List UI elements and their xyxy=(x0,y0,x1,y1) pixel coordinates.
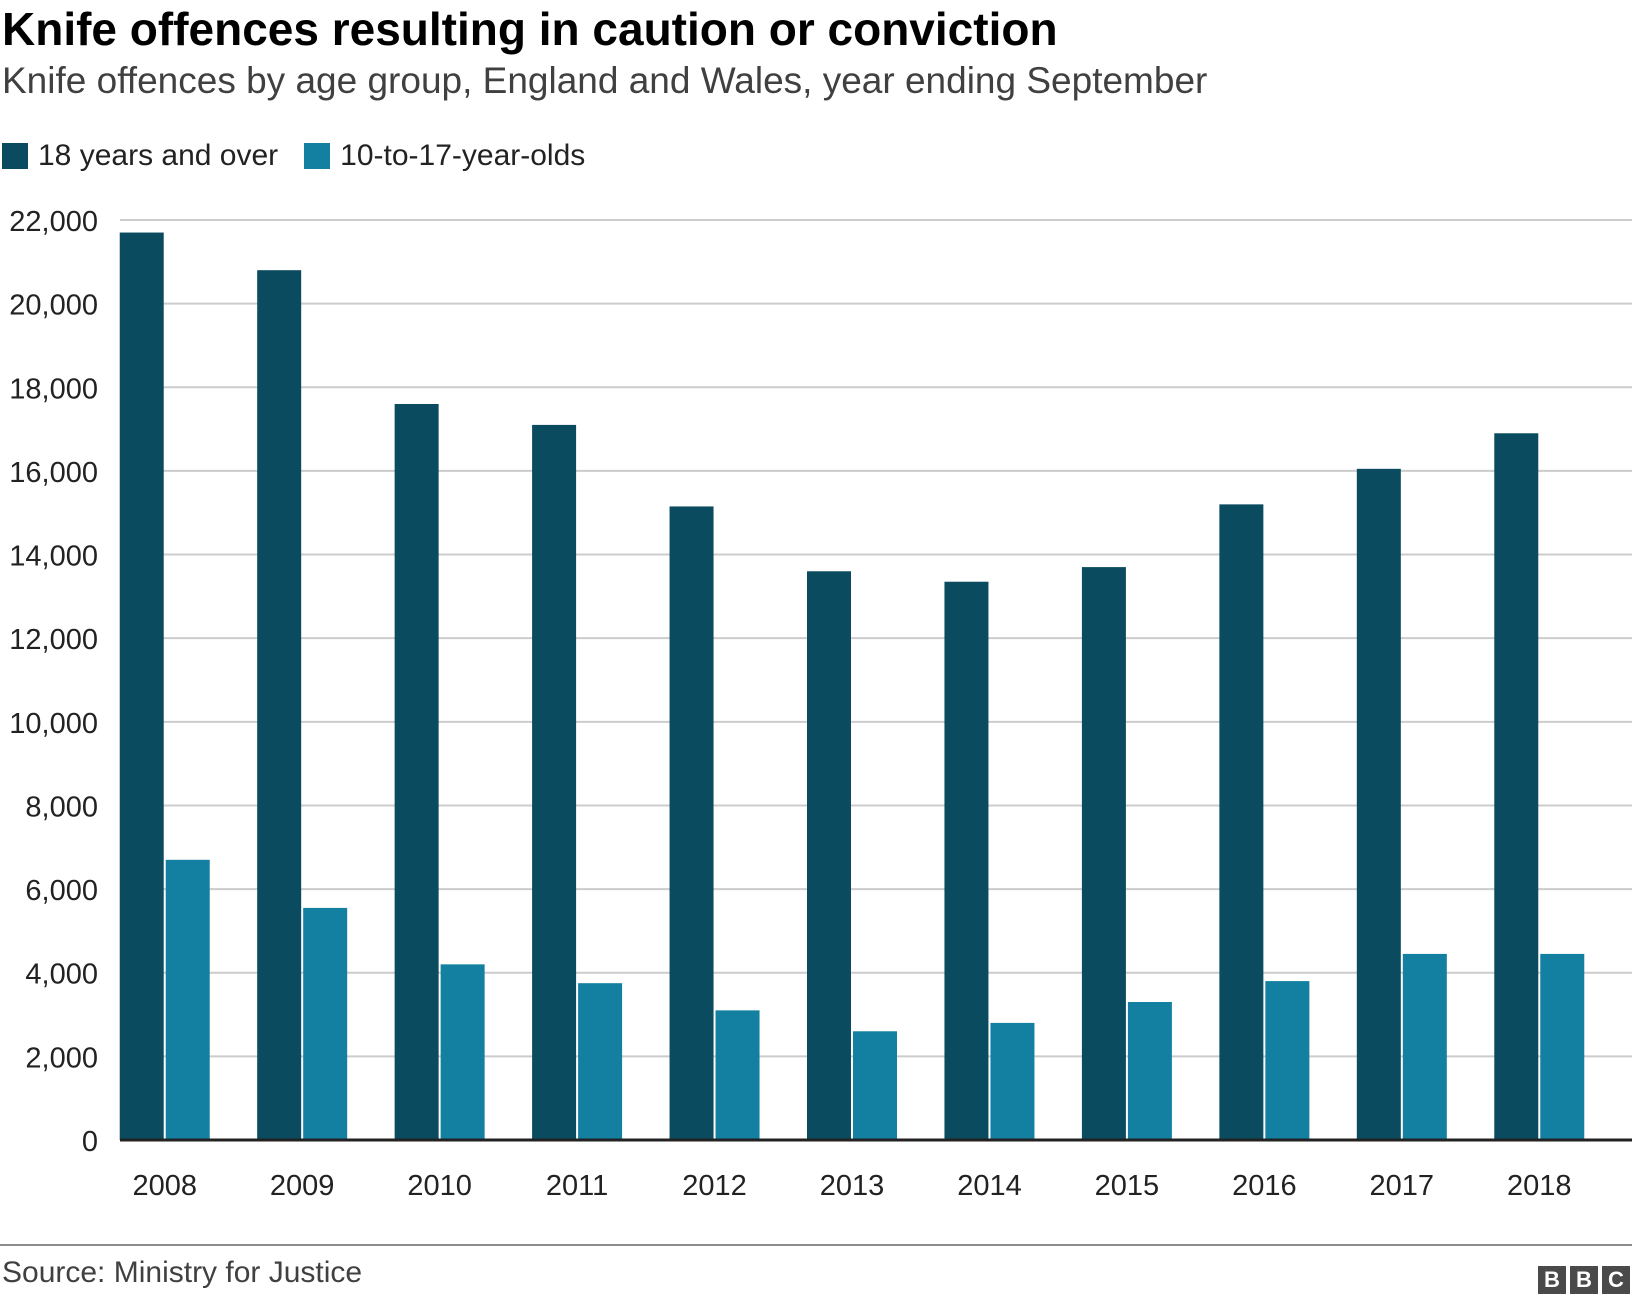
bbc-logo-letter-1: B xyxy=(1538,1266,1566,1294)
y-tick-label: 20,000 xyxy=(9,290,98,322)
bar-10-to-17 xyxy=(1540,953,1585,1140)
bar-10-to-17 xyxy=(440,964,485,1140)
legend-label-youths: 10-to-17-year-olds xyxy=(340,139,586,172)
bar-chart: 0 2,000 4,000 6,000 8,000 10,000 12,000 14,000 1… xyxy=(9,206,1632,1200)
chart-title: Knife offences resulting in caution or c… xyxy=(2,3,1058,55)
x-tick-label: 2018 xyxy=(1507,1170,1572,1200)
x-tick-label: 2014 xyxy=(957,1170,1022,1200)
bar-18-and-over xyxy=(532,424,577,1141)
bar-18-and-over xyxy=(1494,433,1539,1140)
x-tick-label: 2017 xyxy=(1370,1170,1435,1200)
bar-18-and-over xyxy=(807,571,851,1140)
y-tick-label: 8,000 xyxy=(25,791,98,823)
x-tick-label: 2016 xyxy=(1232,1170,1297,1200)
y-tick-label: 12,000 xyxy=(9,624,98,656)
bbc-logo-letter-3: C xyxy=(1602,1266,1630,1294)
x-tick-label: 2012 xyxy=(682,1170,747,1200)
y-tick-label: 18,000 xyxy=(9,373,98,405)
source-note: Source: Ministry for Justice xyxy=(2,1256,363,1289)
bar-18-and-over xyxy=(257,270,302,1140)
bar-10-to-17 xyxy=(1402,953,1447,1140)
bar-18-and-over xyxy=(1081,567,1126,1140)
y-tick-label: 6,000 xyxy=(25,875,98,907)
bar-10-to-17 xyxy=(715,1010,760,1140)
bbc-logo: B B C xyxy=(1534,1266,1630,1294)
gridlines xyxy=(120,219,1632,1058)
y-tick-label: 10,000 xyxy=(9,708,98,740)
bar-10-to-17 xyxy=(990,1022,1035,1140)
bar-18-and-over xyxy=(1219,504,1264,1140)
bar-18-and-over xyxy=(394,404,439,1140)
legend-swatch-adults xyxy=(2,143,28,169)
y-tick-label: 2,000 xyxy=(25,1042,98,1074)
bar-10-to-17 xyxy=(1265,981,1310,1140)
y-tick-label: 0 xyxy=(82,1126,98,1158)
legend-label-adults: 18 years and over xyxy=(38,139,279,172)
y-tick-label: 14,000 xyxy=(9,541,98,573)
bar-10-to-17 xyxy=(303,907,348,1140)
bar-18-and-over xyxy=(119,232,164,1140)
bar-10-to-17 xyxy=(1127,1002,1172,1140)
y-tick-label: 4,000 xyxy=(25,959,98,991)
x-tick-label: 2011 xyxy=(546,1170,608,1200)
chart-legend: 18 years and over 10-to-17-year-olds xyxy=(2,136,611,176)
bar-18-and-over xyxy=(1356,468,1401,1140)
y-tick-label: 16,000 xyxy=(9,457,98,489)
x-tick-label: 2009 xyxy=(270,1170,335,1200)
legend-item-youths: 10-to-17-year-olds xyxy=(304,139,585,173)
bar-10-to-17 xyxy=(165,859,210,1140)
footer-divider xyxy=(0,1244,1632,1246)
x-tick-label: 2008 xyxy=(132,1170,197,1200)
legend-item-adults: 18 years and over xyxy=(2,139,278,173)
bars xyxy=(119,232,1585,1141)
bar-10-to-17 xyxy=(578,983,623,1140)
bar-18-and-over xyxy=(944,581,989,1140)
x-tick-label: 2013 xyxy=(820,1170,885,1200)
bar-10-to-17 xyxy=(853,1031,897,1140)
x-axis-tick-labels: 2008 2009 2010 2011 2012 2013 2014 2015 2016 2017… xyxy=(132,1170,1571,1200)
y-tick-label: 22,000 xyxy=(9,206,98,238)
chart-subtitle: Knife offences by age group, England and… xyxy=(2,60,1208,101)
legend-swatch-youths xyxy=(304,143,331,169)
bbc-logo-letter-2: B xyxy=(1570,1266,1598,1294)
x-tick-label: 2015 xyxy=(1095,1170,1160,1200)
bar-18-and-over xyxy=(669,506,714,1140)
y-axis-tick-labels: 0 2,000 4,000 6,000 8,000 10,000 12,000 14,000 1… xyxy=(9,206,98,1158)
x-tick-label: 2010 xyxy=(407,1170,472,1200)
